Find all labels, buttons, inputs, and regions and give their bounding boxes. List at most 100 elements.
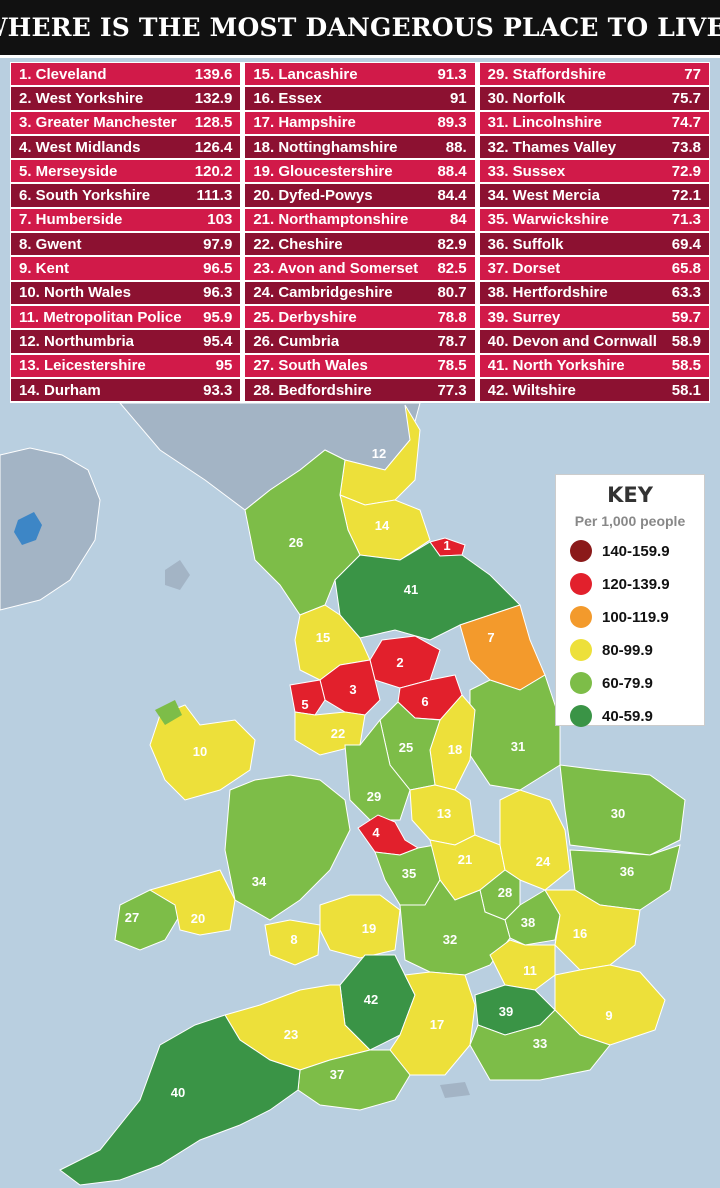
map-label-31: 31	[511, 739, 525, 754]
table-row: 13. Leicestershire 95	[11, 354, 241, 377]
map-label-33: 33	[533, 1036, 547, 1051]
row-rank-name: 36. Suffolk	[487, 235, 564, 253]
legend-label: 80-99.9	[602, 641, 653, 659]
row-value: 91.3	[437, 65, 467, 83]
row-value: 93.3	[203, 381, 233, 399]
row-rank-name: 13. Leicestershire	[19, 357, 146, 375]
region-24-cambridgeshire	[499, 789, 571, 891]
region-3-greater-manchester	[319, 659, 381, 716]
row-value: 73.8	[671, 138, 701, 156]
row-rank-name: 15. Lancashire	[253, 65, 358, 83]
table-row: 2. West Yorkshire 132.9	[11, 87, 241, 110]
map-label-6: 6	[421, 694, 428, 709]
row-value: 58.1	[671, 381, 701, 399]
table-row: 19. Gloucestershire 88.4	[245, 160, 475, 183]
map-label-4: 4	[372, 825, 380, 840]
region-31-lincolnshire	[469, 674, 561, 791]
ranking-table: 1. Cleveland 139.6 2. West Yorkshire 132.9 3…	[10, 62, 710, 403]
map-label-12: 12	[372, 446, 386, 461]
page-title: WHERE IS THE MOST DANGEROUS PLACE TO LIV…	[0, 0, 720, 58]
table-row: 34. West Mercia 72.1	[479, 184, 709, 207]
table-row: 21. Northamptonshire 84	[245, 208, 475, 232]
legend-swatch	[570, 639, 592, 661]
table-row: 20. Dyfed-Powys 84.4	[245, 184, 475, 207]
row-value: 58.5	[671, 357, 701, 375]
row-value: 78.8	[437, 308, 467, 326]
row-value: 77	[684, 65, 701, 83]
row-value: 58.9	[671, 332, 701, 350]
legend-title: KEY	[607, 483, 653, 507]
table-row: 15. Lancashire 91.3	[245, 63, 475, 86]
table-row: 9. Kent 96.5	[11, 257, 241, 280]
row-rank-name: 14. Durham	[19, 381, 101, 399]
table-row: 5. Merseyside 120.2	[11, 160, 241, 183]
row-rank-name: 10. North Wales	[19, 284, 131, 302]
row-value: 80.7	[437, 284, 467, 302]
map-label-2: 2	[396, 655, 403, 670]
row-value: 89.3	[437, 114, 467, 132]
legend-item: 120-139.9	[570, 573, 704, 595]
table-row: 18. Nottinghamshire 88.	[245, 135, 475, 159]
map-label-42: 42	[364, 992, 378, 1007]
row-rank-name: 41. North Yorkshire	[487, 357, 625, 375]
map-label-17: 17	[430, 1017, 444, 1032]
row-value: 103	[207, 211, 233, 229]
table-row: 24. Cambridgeshire 80.7	[245, 281, 475, 304]
row-rank-name: 19. Gloucestershire	[253, 162, 393, 180]
row-rank-name: 34. West Mercia	[487, 187, 600, 205]
table-row: 11. Metropolitan Police 95.9	[11, 305, 241, 329]
map-label-11: 11	[523, 963, 537, 978]
table-row: 7. Humberside 103	[11, 208, 241, 232]
row-rank-name: 35. Warwickshire	[487, 211, 609, 229]
region-34-west-mercia	[224, 774, 351, 921]
row-rank-name: 8. Gwent	[19, 235, 82, 253]
map-label-35: 35	[402, 866, 416, 881]
map-label-18: 18	[448, 742, 462, 757]
row-value: 82.5	[437, 260, 467, 278]
table-row: 8. Gwent 97.9	[11, 233, 241, 256]
row-rank-name: 17. Hampshire	[253, 114, 356, 132]
row-value: 84	[449, 211, 467, 229]
row-rank-name: 1. Cleveland	[19, 65, 107, 83]
region-37-dorset	[297, 1049, 411, 1111]
map-label-7: 7	[487, 630, 494, 645]
region-10-north-wales	[149, 704, 256, 801]
legend-label: 140-159.9	[602, 542, 670, 560]
table-row: 38. Hertfordshire 63.3	[479, 281, 709, 304]
row-rank-name: 24. Cambridgeshire	[253, 284, 393, 302]
table-row: 14. Durham 93.3	[11, 378, 241, 402]
row-rank-name: 38. Hertfordshire	[487, 284, 608, 302]
legend-item: 60-79.9	[570, 672, 704, 694]
row-value: 82.9	[437, 235, 467, 253]
row-rank-name: 16. Essex	[253, 89, 322, 107]
map-label-34: 34	[252, 874, 267, 889]
region-19-gloucestershire	[319, 894, 401, 959]
row-value: 96.3	[203, 284, 233, 302]
map-label-1: 1	[443, 538, 450, 553]
map-label-19: 19	[362, 921, 376, 936]
region-2-west-yorkshire	[369, 635, 441, 689]
row-rank-name: 40. Devon and Cornwall	[487, 332, 657, 350]
row-value: 72.1	[671, 187, 701, 205]
table-row: 36. Suffolk 69.4	[479, 233, 709, 256]
row-value: 97.9	[203, 235, 233, 253]
legend-item: 140-159.9	[570, 540, 704, 562]
region-4-west-midlands	[357, 814, 420, 856]
region-20-dyfed-powys	[148, 869, 236, 936]
map-label-37: 37	[330, 1067, 344, 1082]
legend-swatch	[570, 540, 592, 562]
row-value: 78.7	[437, 332, 467, 350]
table-column: 1. Cleveland 139.6 2. West Yorkshire 132.9 3…	[11, 63, 241, 402]
row-value: 95.9	[203, 308, 233, 326]
table-row: 16. Essex 91	[245, 87, 475, 110]
row-rank-name: 39. Surrey	[487, 308, 561, 326]
row-value: 91	[449, 89, 467, 107]
row-rank-name: 9. Kent	[19, 260, 70, 278]
row-value: 95.4	[203, 332, 233, 350]
row-rank-name: 32. Thames Valley	[487, 138, 617, 156]
legend-item: 100-119.9	[570, 606, 704, 628]
row-value: 139.6	[194, 65, 233, 83]
region-17-hampshire	[389, 971, 476, 1076]
region-22-cheshire	[294, 711, 366, 756]
region-26-cumbria	[244, 449, 361, 616]
